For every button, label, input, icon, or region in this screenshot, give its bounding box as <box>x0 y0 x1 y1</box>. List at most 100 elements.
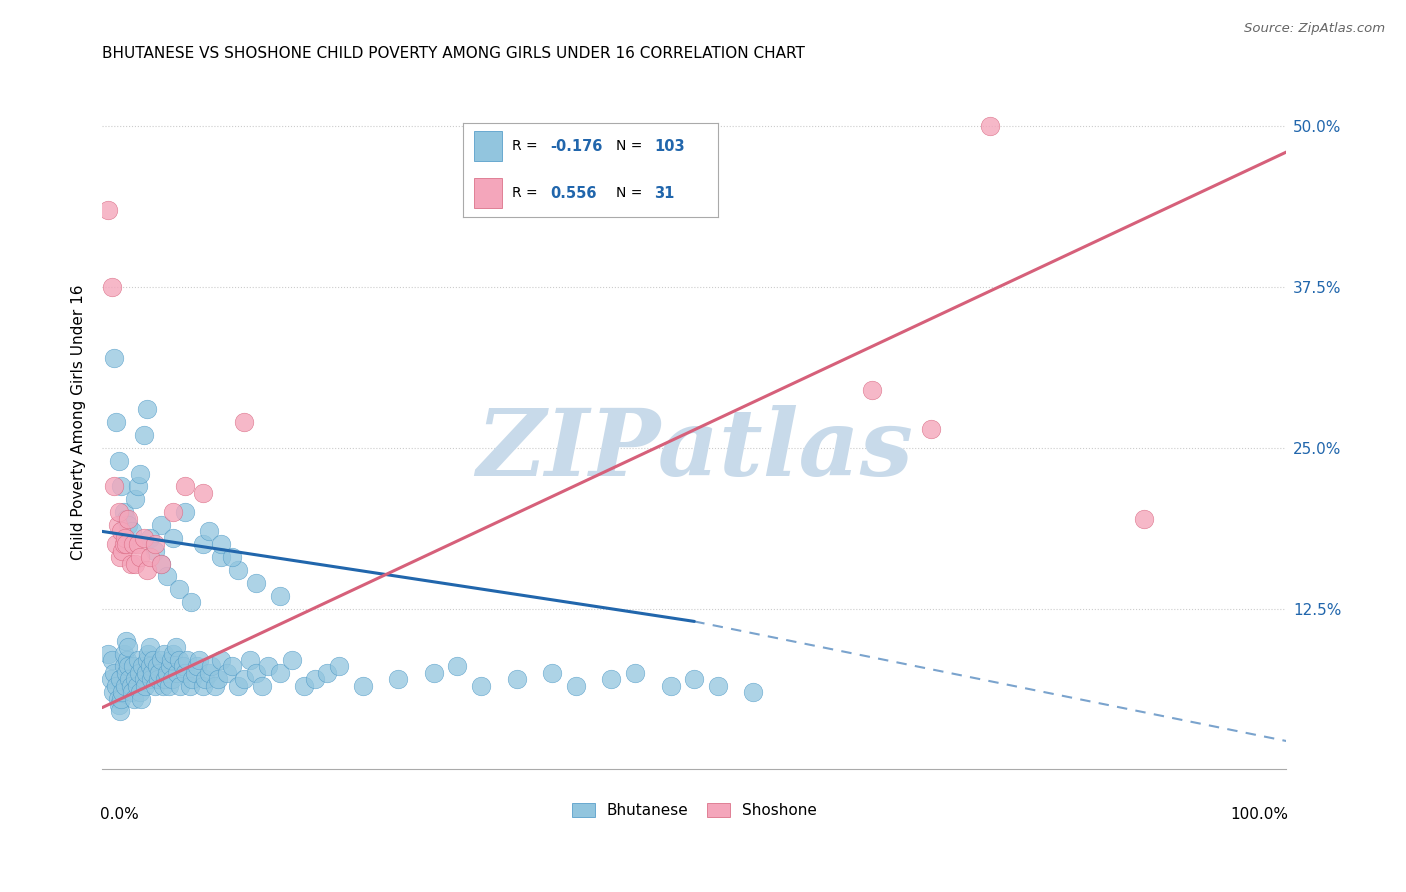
Point <box>138 659 160 673</box>
Point <box>269 665 291 680</box>
Point <box>204 679 226 693</box>
Point <box>156 569 179 583</box>
Point <box>162 531 184 545</box>
Point <box>127 479 149 493</box>
Point <box>233 673 256 687</box>
Text: ZIPatlas: ZIPatlas <box>475 405 912 495</box>
Point <box>207 673 229 687</box>
Point <box>152 647 174 661</box>
Point <box>117 640 139 654</box>
Point <box>125 679 148 693</box>
Point <box>136 563 159 577</box>
Point <box>157 679 180 693</box>
Point <box>197 524 219 539</box>
Point <box>707 679 730 693</box>
Text: BHUTANESE VS SHOSHONE CHILD POVERTY AMONG GIRLS UNDER 16 CORRELATION CHART: BHUTANESE VS SHOSHONE CHILD POVERTY AMON… <box>103 46 806 62</box>
Point <box>127 653 149 667</box>
Legend: Bhutanese, Shoshone: Bhutanese, Shoshone <box>565 797 823 824</box>
Point <box>328 659 350 673</box>
Point <box>659 679 682 693</box>
Point <box>269 589 291 603</box>
Point <box>176 653 198 667</box>
Point <box>120 679 142 693</box>
Y-axis label: Child Poverty Among Girls Under 16: Child Poverty Among Girls Under 16 <box>72 285 86 560</box>
Point <box>183 665 205 680</box>
Point <box>122 537 145 551</box>
Point <box>110 524 132 539</box>
Point <box>160 653 183 667</box>
Point <box>156 665 179 680</box>
Point <box>129 691 152 706</box>
Point <box>316 665 339 680</box>
Point <box>470 679 492 693</box>
Point <box>245 575 267 590</box>
Point <box>112 647 135 661</box>
Point <box>172 659 194 673</box>
Point <box>221 550 243 565</box>
Point <box>132 673 155 687</box>
Point <box>167 582 190 597</box>
Point <box>127 537 149 551</box>
Point <box>150 557 173 571</box>
Point <box>128 665 150 680</box>
Point <box>117 518 139 533</box>
Point <box>131 659 153 673</box>
Point <box>228 563 250 577</box>
Point <box>103 479 125 493</box>
Point <box>124 557 146 571</box>
Point <box>103 665 125 680</box>
Point <box>107 453 129 467</box>
Point <box>142 653 165 667</box>
Point <box>103 351 125 365</box>
Point <box>446 659 468 673</box>
Point <box>194 673 217 687</box>
Point <box>162 505 184 519</box>
Text: 100.0%: 100.0% <box>1230 807 1289 822</box>
Point <box>186 659 208 673</box>
Point <box>132 428 155 442</box>
Point <box>280 653 302 667</box>
Point <box>112 537 135 551</box>
Point <box>304 673 326 687</box>
Point <box>197 665 219 680</box>
Point <box>174 505 197 519</box>
Point <box>115 653 138 667</box>
Point <box>215 665 238 680</box>
Point <box>209 653 232 667</box>
Point <box>136 653 159 667</box>
Point <box>165 640 187 654</box>
Point <box>122 691 145 706</box>
Point <box>145 679 167 693</box>
Point <box>129 685 152 699</box>
Point <box>145 537 167 551</box>
Point <box>541 665 564 680</box>
Point <box>742 685 765 699</box>
Point <box>100 653 122 667</box>
Point <box>121 685 143 699</box>
Point <box>110 479 132 493</box>
Point <box>221 659 243 673</box>
Point <box>1133 511 1156 525</box>
Point <box>191 679 214 693</box>
Point <box>250 679 273 693</box>
Point <box>162 647 184 661</box>
Point <box>107 518 129 533</box>
Point <box>115 633 138 648</box>
Point <box>180 595 202 609</box>
Point <box>105 679 128 693</box>
Point <box>129 467 152 481</box>
Point <box>97 647 120 661</box>
Point <box>191 537 214 551</box>
Point <box>188 653 211 667</box>
Point <box>108 550 131 565</box>
Point <box>138 640 160 654</box>
Point <box>145 543 167 558</box>
Point <box>228 679 250 693</box>
Point <box>239 653 262 667</box>
Point <box>920 421 942 435</box>
Point <box>159 659 181 673</box>
Point <box>505 673 527 687</box>
Point <box>107 698 129 712</box>
Point <box>181 673 204 687</box>
Point <box>112 505 135 519</box>
